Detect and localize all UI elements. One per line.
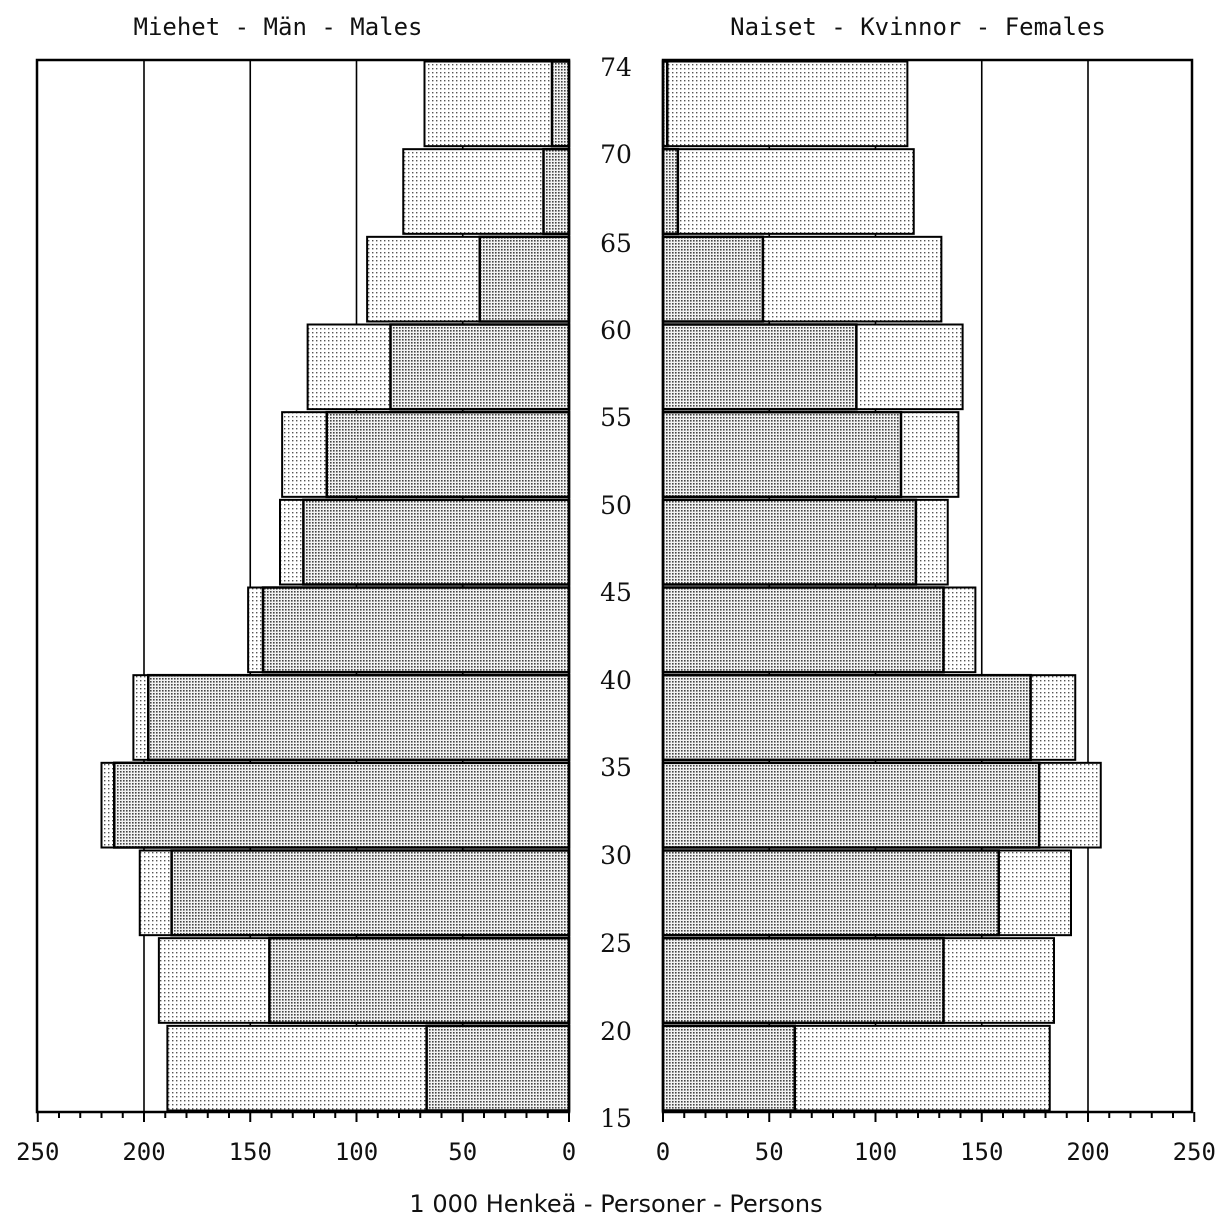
females-panel-title: Naiset - Kvinnor - Females: [730, 13, 1106, 41]
female-inner-bar-15-19: [661, 1024, 796, 1112]
males-bars: [100, 60, 571, 1112]
female-x-tick-label-100: 100: [854, 1138, 897, 1166]
female-inner-bar-20-24: [661, 936, 945, 1025]
female-inner-bar-45-49: [661, 498, 918, 586]
female-x-tick-label-0: 0: [656, 1138, 670, 1166]
age-tick-40: 40: [600, 666, 632, 695]
males-panel-frame: [35, 58, 571, 1114]
female-inner-bar-65-69: [661, 147, 680, 236]
male-inner-bar-15-19: [425, 1024, 571, 1112]
age-tick-55: 55: [600, 403, 632, 432]
age-tick-35: 35: [600, 753, 632, 782]
x-axis-ticks: [36, 1112, 1196, 1122]
male-inner-bar-70-74: [550, 60, 571, 148]
male-x-tick-label-150: 150: [229, 1138, 272, 1166]
male-inner-bar-45-49: [302, 498, 571, 586]
male-inner-bar-25-29: [170, 849, 571, 937]
male-inner-bar-50-54: [325, 410, 571, 499]
age-tick-50: 50: [600, 491, 632, 520]
female-inner-bar-50-54: [661, 410, 903, 499]
female-x-tick-label-50: 50: [755, 1138, 784, 1166]
age-tick-25: 25: [600, 929, 632, 958]
male-inner-bar-35-39: [147, 673, 571, 762]
female-x-tick-label-200: 200: [1066, 1138, 1109, 1166]
female-inner-bar-55-59: [661, 323, 858, 411]
females-bars: [661, 60, 1102, 1112]
males-gridlines: [143, 60, 464, 1112]
male-inner-bar-20-24: [268, 936, 571, 1025]
female-outer-bar-70-74: [662, 60, 909, 148]
age-tick-15: 15: [600, 1104, 632, 1133]
males-x-tick-labels: 250 200 150 100 50 0: [16, 1138, 576, 1166]
male-x-tick-label-200: 200: [122, 1138, 165, 1166]
age-tick-65: 65: [600, 229, 632, 258]
female-inner-bar-60-64: [661, 235, 765, 323]
age-tick-45: 45: [600, 578, 632, 607]
age-tick-20: 20: [600, 1017, 632, 1046]
males-panel-title: Miehet - Män - Males: [134, 13, 423, 41]
male-x-tick-label-100: 100: [335, 1138, 378, 1166]
female-x-tick-label-250: 250: [1173, 1138, 1216, 1166]
females-gridlines: [768, 60, 1089, 1112]
x-axis-label: 1 000 Henkeä - Personer - Persons: [409, 1190, 822, 1218]
male-x-tick-label-0: 0: [562, 1138, 576, 1166]
age-tick-60: 60: [600, 316, 632, 345]
female-x-tick-label-150: 150: [960, 1138, 1003, 1166]
females-x-tick-labels: 0 50 100 150 200 250: [656, 1138, 1216, 1166]
male-x-tick-label-50: 50: [448, 1138, 477, 1166]
age-tick-30: 30: [600, 841, 632, 870]
male-outer-bar-70-74: [423, 60, 570, 148]
females-panel-frame: [661, 58, 1194, 1114]
male-inner-bar-60-64: [478, 235, 571, 323]
age-tick-70: 70: [600, 140, 632, 169]
male-inner-bar-30-34: [113, 761, 571, 849]
female-outer-bar-65-69: [662, 148, 915, 235]
female-inner-bar-25-29: [661, 849, 1000, 937]
female-inner-bar-40-44: [661, 586, 945, 674]
male-x-tick-label-250: 250: [16, 1138, 59, 1166]
age-tick-74: 74: [600, 53, 632, 82]
male-inner-bar-65-69: [542, 147, 571, 236]
female-inner-bar-30-34: [661, 761, 1041, 849]
female-inner-bar-35-39: [661, 673, 1032, 762]
age-axis-labels: 74 70 65 60 55 50 45 40 35 30 25 20 15: [600, 53, 632, 1133]
male-inner-bar-55-59: [389, 323, 571, 411]
male-inner-bar-40-44: [261, 586, 571, 674]
male-outer-bar-65-69: [402, 148, 570, 235]
